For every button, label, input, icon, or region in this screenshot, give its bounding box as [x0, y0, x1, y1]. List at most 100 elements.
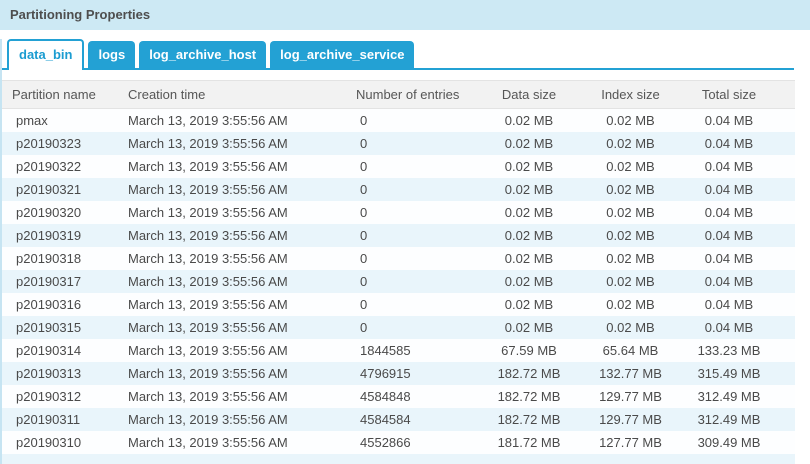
table-row: p20190313 March 13, 2019 3:55:56 AM 479691… [2, 361, 795, 385]
cell-number-of-entries: 1844585 [352, 338, 480, 362]
cell-creation-time: March 13, 2019 3:55:56 AM [122, 292, 352, 316]
cell-index-size: 127.77 MB [578, 430, 683, 454]
tab-log_archive_service[interactable]: log_archive_service [270, 41, 415, 68]
cell-partition-name: p20190313 [2, 361, 122, 385]
column-header-creation-time: Creation time [122, 80, 352, 109]
table-row: p20190320 March 13, 2019 3:55:56 AM 0 0.02 … [2, 200, 795, 224]
table-row: p20190318 March 13, 2019 3:55:56 AM 0 0.02 … [2, 246, 795, 270]
cell-partition-name: p20190319 [2, 223, 122, 247]
cell-number-of-entries: 0 [352, 269, 480, 293]
cell-index-size: 0.02 MB [578, 292, 683, 316]
cell-total-size: 0.04 MB [683, 154, 795, 178]
cell-creation-time: March 13, 2019 3:55:56 AM [122, 384, 352, 408]
column-header-partition-name: Partition name [2, 80, 122, 109]
cell-total-size: 0.04 MB [683, 292, 795, 316]
cell-total-size: 133.23 MB [683, 338, 795, 362]
partial-next-row [2, 453, 795, 464]
cell-index-size: 0.02 MB [578, 223, 683, 247]
cell-index-size: 0.02 MB [578, 200, 683, 224]
table-row: p20190314 March 13, 2019 3:55:56 AM 184458… [2, 338, 795, 362]
cell-data-size: 182.72 MB [480, 361, 578, 385]
cell-data-size: 182.72 MB [480, 384, 578, 408]
cell-index-size: 0.02 MB [578, 246, 683, 270]
table-row: p20190311 March 13, 2019 3:55:56 AM 458458… [2, 407, 795, 431]
table-row: p20190312 March 13, 2019 3:55:56 AM 458484… [2, 384, 795, 408]
table-row: pmax March 13, 2019 3:55:56 AM 0 0.02 MB 0.0… [2, 108, 795, 132]
cell-data-size: 182.72 MB [480, 407, 578, 431]
cell-total-size: 0.04 MB [683, 200, 795, 224]
cell-data-size: 0.02 MB [480, 154, 578, 178]
cell-creation-time: March 13, 2019 3:55:56 AM [122, 269, 352, 293]
cell-partition-name: p20190311 [2, 407, 122, 431]
cell-partition-name: p20190322 [2, 154, 122, 178]
cell-number-of-entries: 4552866 [352, 430, 480, 454]
column-header-total-size: Total size [683, 80, 795, 109]
column-header-data-size: Data size [480, 80, 578, 109]
cell-total-size: 0.04 MB [683, 269, 795, 293]
tab-data_bin[interactable]: data_bin [7, 39, 85, 70]
cell-data-size: 181.72 MB [480, 430, 578, 454]
table-row: p20190321 March 13, 2019 3:55:56 AM 0 0.02 … [2, 177, 795, 201]
tab-logs[interactable]: logs [88, 41, 136, 68]
table-row: p20190317 March 13, 2019 3:55:56 AM 0 0.02 … [2, 269, 795, 293]
cell-number-of-entries: 0 [352, 177, 480, 201]
cell-creation-time: March 13, 2019 3:55:56 AM [122, 200, 352, 224]
column-header-number-of-entries: Number of entries [352, 80, 480, 109]
cell-total-size: 0.04 MB [683, 315, 795, 339]
column-header-index-size: Index size [578, 80, 683, 109]
table-row: p20190322 March 13, 2019 3:55:56 AM 0 0.02 … [2, 154, 795, 178]
cell-number-of-entries: 0 [352, 108, 480, 132]
cell-number-of-entries: 0 [352, 246, 480, 270]
partitions-table: Partition name Creation time Number of ent… [2, 80, 795, 454]
panel-body: data_bin logs log_archive_host log_archive_… [0, 39, 810, 464]
table-row: p20190323 March 13, 2019 3:55:56 AM 0 0.02 … [2, 131, 795, 155]
cell-index-size: 0.02 MB [578, 108, 683, 132]
cell-creation-time: March 13, 2019 3:55:56 AM [122, 430, 352, 454]
cell-number-of-entries: 4584848 [352, 384, 480, 408]
cell-data-size: 0.02 MB [480, 246, 578, 270]
cell-number-of-entries: 0 [352, 200, 480, 224]
cell-total-size: 0.04 MB [683, 177, 795, 201]
cell-number-of-entries: 0 [352, 131, 480, 155]
table-row: p20190315 March 13, 2019 3:55:56 AM 0 0.02 … [2, 315, 795, 339]
cell-data-size: 0.02 MB [480, 292, 578, 316]
tab-log_archive_host[interactable]: log_archive_host [139, 41, 267, 68]
cell-partition-name: pmax [2, 108, 122, 132]
cell-total-size: 0.04 MB [683, 246, 795, 270]
cell-creation-time: March 13, 2019 3:55:56 AM [122, 246, 352, 270]
cell-index-size: 0.02 MB [578, 131, 683, 155]
cell-creation-time: March 13, 2019 3:55:56 AM [122, 361, 352, 385]
cell-partition-name: p20190314 [2, 338, 122, 362]
cell-data-size: 0.02 MB [480, 223, 578, 247]
cell-total-size: 0.04 MB [683, 223, 795, 247]
cell-data-size: 0.02 MB [480, 200, 578, 224]
cell-creation-time: March 13, 2019 3:55:56 AM [122, 131, 352, 155]
cell-partition-name: p20190310 [2, 430, 122, 454]
cell-partition-name: p20190317 [2, 269, 122, 293]
cell-data-size: 0.02 MB [480, 269, 578, 293]
cell-creation-time: March 13, 2019 3:55:56 AM [122, 407, 352, 431]
cell-number-of-entries: 0 [352, 154, 480, 178]
cell-data-size: 0.02 MB [480, 315, 578, 339]
cell-index-size: 0.02 MB [578, 154, 683, 178]
cell-creation-time: March 13, 2019 3:55:56 AM [122, 223, 352, 247]
cell-data-size: 0.02 MB [480, 108, 578, 132]
cell-number-of-entries: 4584584 [352, 407, 480, 431]
cell-number-of-entries: 0 [352, 223, 480, 247]
cell-creation-time: March 13, 2019 3:55:56 AM [122, 338, 352, 362]
cell-partition-name: p20190315 [2, 315, 122, 339]
cell-partition-name: p20190321 [2, 177, 122, 201]
table-row: p20190316 March 13, 2019 3:55:56 AM 0 0.02 … [2, 292, 795, 316]
cell-index-size: 129.77 MB [578, 407, 683, 431]
cell-index-size: 0.02 MB [578, 315, 683, 339]
cell-number-of-entries: 0 [352, 315, 480, 339]
cell-total-size: 312.49 MB [683, 384, 795, 408]
cell-data-size: 67.59 MB [480, 338, 578, 362]
cell-index-size: 65.64 MB [578, 338, 683, 362]
cell-creation-time: March 13, 2019 3:55:56 AM [122, 108, 352, 132]
table-header-row: Partition name Creation time Number of ent… [2, 80, 795, 109]
cell-partition-name: p20190316 [2, 292, 122, 316]
cell-partition-name: p20190320 [2, 200, 122, 224]
cell-creation-time: March 13, 2019 3:55:56 AM [122, 154, 352, 178]
